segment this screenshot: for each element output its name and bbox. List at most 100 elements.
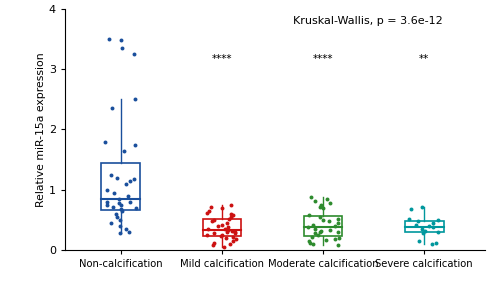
Point xyxy=(122,227,130,231)
Point xyxy=(210,230,218,235)
Point xyxy=(434,218,442,222)
Point xyxy=(208,219,216,223)
Point xyxy=(322,238,330,242)
Point xyxy=(116,203,124,207)
Point xyxy=(229,213,237,218)
Point xyxy=(116,207,124,212)
Point xyxy=(109,205,117,209)
Point xyxy=(310,242,318,246)
Point xyxy=(222,236,230,240)
Point xyxy=(304,239,312,244)
Point xyxy=(304,225,312,230)
Point xyxy=(318,229,326,233)
Point xyxy=(414,239,422,244)
Point xyxy=(326,228,334,233)
Point xyxy=(225,217,233,221)
Point xyxy=(216,233,224,238)
Point xyxy=(306,241,314,245)
Point xyxy=(114,197,122,201)
Point xyxy=(331,224,339,228)
Point xyxy=(118,38,126,42)
Point xyxy=(203,210,211,215)
Point xyxy=(314,233,322,237)
Point xyxy=(420,229,428,233)
Point xyxy=(130,142,138,147)
Point xyxy=(412,223,420,227)
Point xyxy=(115,201,123,205)
Point xyxy=(107,221,115,226)
Point xyxy=(224,228,232,233)
Point xyxy=(132,206,140,210)
Point xyxy=(223,229,231,234)
Point xyxy=(434,230,442,235)
Point xyxy=(323,197,331,201)
Point xyxy=(203,233,211,237)
Point xyxy=(108,173,116,177)
Point xyxy=(308,195,316,199)
Point xyxy=(110,191,118,195)
Point xyxy=(214,224,222,228)
Point xyxy=(204,226,212,231)
Point xyxy=(130,177,138,181)
Point xyxy=(210,243,218,248)
Point xyxy=(334,243,342,248)
Point xyxy=(120,148,128,153)
Point xyxy=(122,182,130,186)
Point xyxy=(334,217,342,221)
Point xyxy=(228,229,236,233)
Point xyxy=(428,221,436,226)
Point xyxy=(418,205,426,209)
Point xyxy=(108,106,116,111)
Point xyxy=(325,219,333,223)
Point xyxy=(116,231,124,236)
Point xyxy=(227,215,235,219)
Point xyxy=(230,230,238,235)
Point xyxy=(309,223,317,227)
Point xyxy=(312,231,320,236)
Point xyxy=(334,236,342,240)
Point xyxy=(116,218,124,222)
Point xyxy=(414,219,422,223)
Point xyxy=(227,212,235,217)
Point xyxy=(226,203,234,207)
Point xyxy=(430,225,438,230)
Point xyxy=(232,237,240,242)
Point xyxy=(318,218,326,222)
Point xyxy=(218,206,226,210)
Point xyxy=(418,227,426,231)
Text: **: ** xyxy=(419,54,430,64)
Point xyxy=(334,221,342,226)
Point xyxy=(220,245,228,250)
Point xyxy=(105,37,113,41)
Point xyxy=(103,200,111,204)
Point xyxy=(424,224,432,228)
Point xyxy=(218,232,226,237)
Point xyxy=(116,224,124,228)
Point xyxy=(126,178,134,183)
Text: Kruskal-Wallis, p = 3.6e-12: Kruskal-Wallis, p = 3.6e-12 xyxy=(292,16,442,26)
Point xyxy=(112,215,120,219)
Point xyxy=(419,231,427,236)
Point xyxy=(102,139,110,144)
Bar xyxy=(304,216,343,236)
Point xyxy=(208,205,216,209)
Point xyxy=(113,175,121,180)
Bar xyxy=(202,219,241,236)
Text: ****: **** xyxy=(212,54,232,64)
Point xyxy=(126,200,134,204)
Point xyxy=(118,46,126,50)
Text: ****: **** xyxy=(313,54,334,64)
Point xyxy=(306,213,314,218)
Point xyxy=(334,230,342,235)
Point xyxy=(428,242,436,246)
Point xyxy=(316,205,324,209)
Point xyxy=(332,237,340,242)
Point xyxy=(432,241,440,245)
Point xyxy=(319,206,327,210)
Point xyxy=(407,207,415,212)
Point xyxy=(223,221,231,226)
Point xyxy=(210,218,218,222)
Point xyxy=(218,223,226,227)
Point xyxy=(311,198,319,203)
Point xyxy=(125,230,133,235)
